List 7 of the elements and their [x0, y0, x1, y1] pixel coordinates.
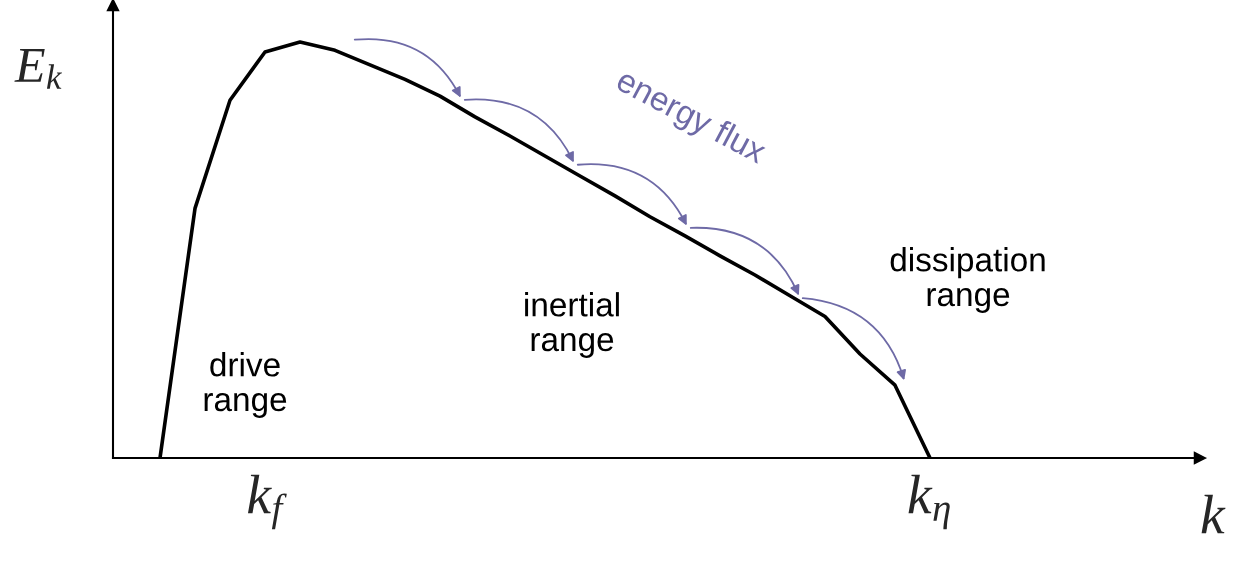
annotation: drive range	[204, 352, 287, 418]
y-axis-title: E$_{k}$	[14, 49, 62, 89]
x-tick-label: k$_{η}$	[908, 474, 950, 530]
annotation: dissipation range	[890, 247, 1045, 313]
x-tick-label: k$_{f}$	[247, 474, 287, 530]
x-axis-title: k	[1201, 494, 1226, 534]
annotation: inertial range	[525, 292, 619, 358]
